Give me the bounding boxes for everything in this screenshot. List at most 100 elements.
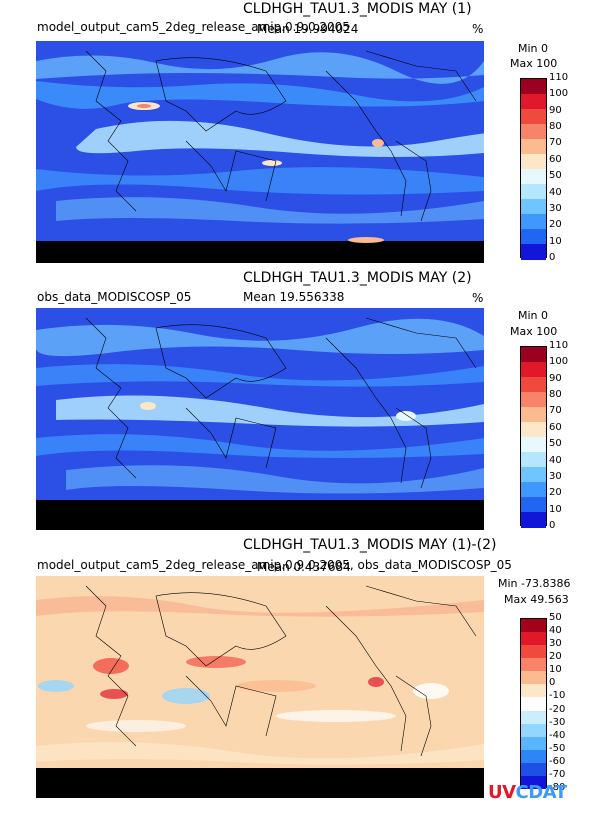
colorbar-segment xyxy=(521,467,546,483)
panel-2-units: % xyxy=(472,291,484,305)
colorbar-tick-label: 70 xyxy=(549,137,562,149)
colorbar-tick-label: 80 xyxy=(549,121,562,133)
colorbar-segment xyxy=(521,619,546,633)
panel-3-colorbar xyxy=(520,618,547,790)
colorbar-tick-label: 100 xyxy=(549,356,569,368)
colorbar-tick-label: 60 xyxy=(549,421,562,433)
colorbar-segment xyxy=(521,632,546,646)
colorbar-segment xyxy=(521,671,546,685)
colorbar-segment xyxy=(521,199,546,215)
panel-2-min: Min 0 xyxy=(518,309,549,322)
panel-2-colorbar xyxy=(520,346,547,528)
colorbar-segment xyxy=(521,184,546,200)
colorbar-tick-label: 10 xyxy=(549,235,562,247)
colorbar-segment xyxy=(521,377,546,393)
colorbar-tick-label: 10 xyxy=(549,503,562,515)
panel-1-map xyxy=(36,41,484,263)
colorbar-segment xyxy=(521,109,546,125)
colorbar-tick-label: 20 xyxy=(549,487,562,499)
colorbar-tick-label: -80 xyxy=(549,782,566,793)
colorbar-tick-label: 10 xyxy=(549,664,562,676)
colorbar-tick-label: 40 xyxy=(549,186,562,198)
colorbar-segment xyxy=(521,645,546,659)
colorbar-segment xyxy=(521,710,546,725)
colorbar-tick-label: 60 xyxy=(549,153,562,165)
colorbar-tick-label: 50 xyxy=(549,438,562,450)
panel-2-title: CLDHGH_TAU1.3_MODIS MAY (2) xyxy=(243,270,472,286)
colorbar-tick-label: 100 xyxy=(549,88,569,100)
colorbar-tick-label: 40 xyxy=(549,454,562,466)
colorbar-segment xyxy=(521,723,546,738)
colorbar-segment xyxy=(521,749,546,764)
panel-3-dataset-label: model_output_cam5_2deg_release_amip.0.9.… xyxy=(37,558,512,572)
colorbar-segment xyxy=(521,452,546,468)
colorbar-segment xyxy=(521,94,546,110)
colorbar-tick-label: -30 xyxy=(549,716,566,728)
colorbar-segment xyxy=(521,244,546,260)
colorbar-segment xyxy=(521,79,546,95)
colorbar-segment xyxy=(521,422,546,438)
colorbar-segment xyxy=(521,658,546,672)
colorbar-segment xyxy=(521,139,546,155)
panel-1-min: Min 0 xyxy=(518,42,549,55)
colorbar-tick-label: 30 xyxy=(549,470,562,482)
panel-2-max: Max 100 xyxy=(510,325,558,338)
colorbar-segment xyxy=(521,482,546,498)
colorbar-tick-label: 90 xyxy=(549,104,562,116)
colorbar-segment xyxy=(521,229,546,245)
colorbar-segment xyxy=(521,497,546,513)
colorbar-tick-label: -40 xyxy=(549,729,566,741)
panel-1-dataset-label: model_output_cam5_2deg_release_amip.0.9.… xyxy=(37,20,350,34)
colorbar-tick-label: -70 xyxy=(549,768,566,780)
panel-3-title: CLDHGH_TAU1.3_MODIS MAY (1)-(2) xyxy=(243,537,497,553)
colorbar-segment xyxy=(521,437,546,453)
colorbar-segment xyxy=(521,736,546,751)
logo-text-uv: UV xyxy=(488,782,516,803)
colorbar-tick-label: 50 xyxy=(549,170,562,182)
colorbar-segment xyxy=(521,362,546,378)
colorbar-segment xyxy=(521,407,546,423)
panel-3-mean: Mean 0.437684 xyxy=(257,560,351,574)
colorbar-tick-label: 70 xyxy=(549,405,562,417)
colorbar-tick-label: 80 xyxy=(549,389,562,401)
colorbar-segment xyxy=(521,154,546,170)
colorbar-tick-label: -60 xyxy=(549,755,566,767)
colorbar-segment xyxy=(521,392,546,408)
colorbar-segment xyxy=(521,775,546,790)
panel-1-colorbar xyxy=(520,78,547,260)
panel-1-mean: Mean 19.994024 xyxy=(257,22,359,36)
colorbar-tick-label: -10 xyxy=(549,690,566,702)
panel-1-title: CLDHGH_TAU1.3_MODIS MAY (1) xyxy=(243,1,472,17)
panel-3-map xyxy=(36,576,484,798)
colorbar-tick-label: -20 xyxy=(549,703,566,715)
panel-3-max: Max 49.563 xyxy=(504,593,569,606)
colorbar-tick-label: 0 xyxy=(549,677,556,689)
colorbar-tick-label: 0 xyxy=(549,252,556,263)
colorbar-tick-label: 0 xyxy=(549,520,556,531)
uvcdat-logo: UVCDAT xyxy=(488,782,567,803)
colorbar-tick-label: 30 xyxy=(549,202,562,214)
colorbar-tick-label: 90 xyxy=(549,372,562,384)
colorbar-segment xyxy=(521,124,546,140)
panel-2-dataset-label: obs_data_MODISCOSP_05 xyxy=(37,290,192,304)
panel-3-min: Min -73.8386 xyxy=(498,577,571,590)
colorbar-tick-label: 20 xyxy=(549,219,562,231)
colorbar-segment xyxy=(521,347,546,363)
colorbar-segment xyxy=(521,512,546,528)
colorbar-tick-label: -50 xyxy=(549,742,566,754)
colorbar-segment xyxy=(521,762,546,777)
colorbar-tick-label: 30 xyxy=(549,638,562,650)
colorbar-tick-label: 50 xyxy=(549,612,562,623)
colorbar-segment xyxy=(521,697,546,712)
colorbar-segment xyxy=(521,214,546,230)
colorbar-tick-label: 110 xyxy=(549,72,569,83)
panel-1-max: Max 100 xyxy=(510,57,558,70)
panel-2-mean: Mean 19.556338 xyxy=(243,290,345,304)
colorbar-tick-label: 110 xyxy=(549,340,569,351)
panel-1-units: % xyxy=(472,22,484,36)
colorbar-segment xyxy=(521,169,546,185)
panel-2-map xyxy=(36,308,484,530)
colorbar-tick-label: 40 xyxy=(549,625,562,637)
colorbar-segment xyxy=(521,684,546,698)
colorbar-tick-label: 20 xyxy=(549,651,562,663)
